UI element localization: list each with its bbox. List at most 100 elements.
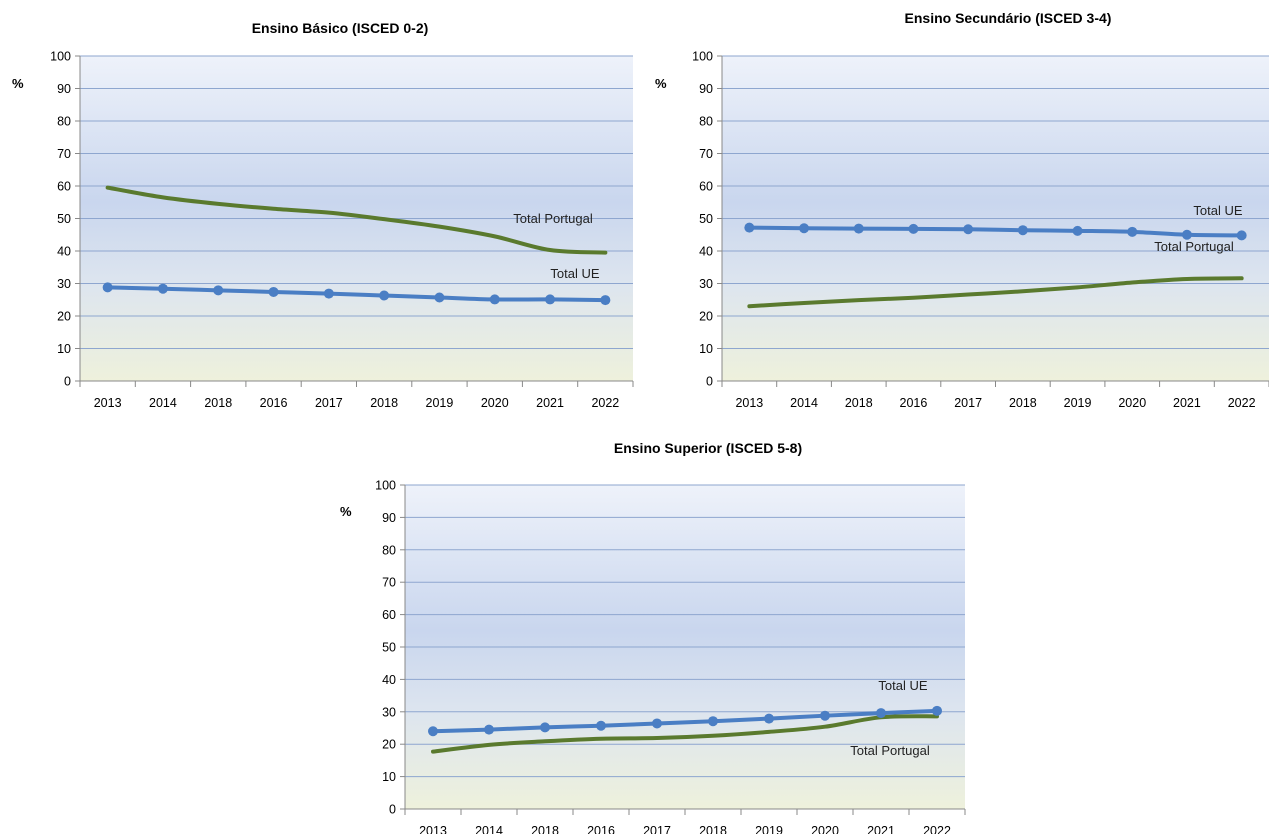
y-tick-label: 40 (57, 245, 71, 259)
y-tick-label: 50 (699, 212, 713, 226)
y-tick-label: 90 (382, 511, 396, 525)
x-tick-label: 2016 (260, 396, 288, 410)
x-tick-label: 2018 (1009, 396, 1037, 410)
y-tick-label: 0 (389, 803, 396, 817)
series-line-total-portugal (105, 185, 608, 255)
y-tick-label: 90 (699, 82, 713, 96)
y-axis-unit-secundario: % (655, 76, 667, 91)
data-point-total-ue (379, 290, 390, 301)
data-point-total-ue (1236, 230, 1247, 241)
y-tick-label: 60 (699, 180, 713, 194)
data-point-total-ue (102, 282, 113, 293)
x-tick-label: 2018 (204, 396, 232, 410)
data-point-total-ue (545, 294, 556, 305)
y-tick-label: 70 (699, 147, 713, 161)
x-tick-label: 2022 (923, 824, 951, 834)
data-point-total-ue (323, 288, 334, 299)
y-tick-label: 20 (699, 310, 713, 324)
y-tick-label: 80 (57, 115, 71, 129)
y-tick-label: 40 (699, 245, 713, 259)
series-line-total-portugal (431, 714, 939, 754)
x-tick-label: 2017 (643, 824, 671, 834)
x-tick-label: 2016 (900, 396, 928, 410)
y-tick-label: 80 (699, 115, 713, 129)
series-label-total-ue: Total UE (1193, 203, 1242, 218)
y-tick-label: 20 (57, 310, 71, 324)
data-point-total-ue (908, 223, 919, 234)
x-tick-label: 2014 (149, 396, 177, 410)
data-point-total-ue (708, 716, 718, 727)
x-tick-label: 2020 (1118, 396, 1146, 410)
y-tick-label: 0 (64, 375, 71, 389)
data-point-total-ue (853, 223, 864, 234)
x-tick-label: 2019 (1064, 396, 1092, 410)
y-tick-label: 10 (57, 342, 71, 356)
y-tick-label: 0 (706, 375, 713, 389)
data-point-total-ue (744, 222, 755, 233)
y-axis-unit-superior: % (340, 504, 352, 519)
data-point-total-ue (932, 705, 942, 716)
data-point-total-ue (540, 722, 550, 733)
y-tick-label: 70 (382, 576, 396, 590)
x-tick-label: 2016 (587, 824, 615, 834)
y-tick-label: 30 (382, 705, 396, 719)
y-tick-label: 70 (57, 147, 71, 161)
x-tick-label: 2014 (790, 396, 818, 410)
data-point-total-ue (600, 295, 611, 306)
y-tick-label: 100 (50, 50, 71, 64)
data-point-total-ue (1181, 229, 1192, 240)
series-label-total-portugal: Total Portugal (850, 743, 930, 758)
data-point-total-ue (764, 713, 774, 724)
x-tick-label: 2017 (954, 396, 982, 410)
data-point-total-ue (1127, 226, 1138, 237)
y-tick-label: 100 (692, 50, 713, 64)
data-point-total-ue (963, 224, 974, 235)
y-tick-label: 10 (382, 770, 396, 784)
x-tick-label: 2019 (426, 396, 454, 410)
chart-0-plot: 0 10 20 30 40 50 60 70 80 90 100 2013 2014 2018 2016 20… (50, 50, 634, 410)
series-line-total-ue (747, 225, 1244, 238)
series-label-total-portugal: Total Portugal (1154, 239, 1234, 254)
series-line-total-ue (105, 285, 608, 303)
data-point-total-ue (876, 708, 886, 719)
x-tick-label: 2021 (867, 824, 895, 834)
chart-title-superior: Ensino Superior (ISCED 5-8) (613, 440, 803, 456)
chart-title-basico: Ensino Básico (ISCED 0-2) (251, 20, 429, 36)
x-tick-label: 2021 (1173, 396, 1201, 410)
y-tick-label: 100 (375, 479, 396, 493)
y-tick-label: 80 (382, 543, 396, 557)
x-tick-label: 2020 (481, 396, 509, 410)
data-point-total-ue (489, 294, 500, 305)
y-tick-label: 50 (57, 212, 71, 226)
x-tick-label: 2018 (531, 824, 559, 834)
data-point-total-ue (652, 718, 662, 729)
series-label-total-ue: Total UE (550, 266, 599, 281)
y-tick-label: 40 (382, 673, 396, 687)
series-label-total-portugal: Total Portugal (513, 211, 593, 226)
x-tick-label: 2013 (735, 396, 763, 410)
y-axis-unit-basico: % (12, 76, 24, 91)
x-tick-label: 2021 (536, 396, 564, 410)
series-label-total-ue: Total UE (878, 678, 927, 693)
x-tick-label: 2014 (475, 824, 503, 834)
x-tick-label: 2020 (811, 824, 839, 834)
x-tick-label: 2017 (315, 396, 343, 410)
x-tick-label: 2022 (1228, 396, 1256, 410)
x-tick-label: 2018 (845, 396, 873, 410)
data-point-total-ue (213, 285, 224, 296)
data-point-total-ue (434, 292, 445, 303)
x-tick-label: 2019 (755, 824, 783, 834)
x-tick-label: 2022 (591, 396, 619, 410)
data-point-total-ue (596, 720, 606, 731)
x-tick-label: 2018 (370, 396, 398, 410)
y-tick-label: 30 (57, 277, 71, 291)
chart-title-secundario: Ensino Secundário (ISCED 3-4) (904, 10, 1112, 26)
series-line-total-portugal (747, 276, 1244, 309)
data-point-total-ue (1017, 225, 1028, 236)
series-line-total-ue (431, 708, 939, 734)
chart-1-plot: 0 10 20 30 40 50 60 70 80 90 100 2013 2014 2018 2016 20… (692, 50, 1269, 410)
x-tick-label: 2013 (94, 396, 122, 410)
chart-2-plot: 0 10 20 30 40 50 60 70 80 90 100 2013 2014 2018 2016 20… (375, 479, 966, 834)
data-point-total-ue (1072, 225, 1083, 236)
y-tick-label: 60 (382, 608, 396, 622)
